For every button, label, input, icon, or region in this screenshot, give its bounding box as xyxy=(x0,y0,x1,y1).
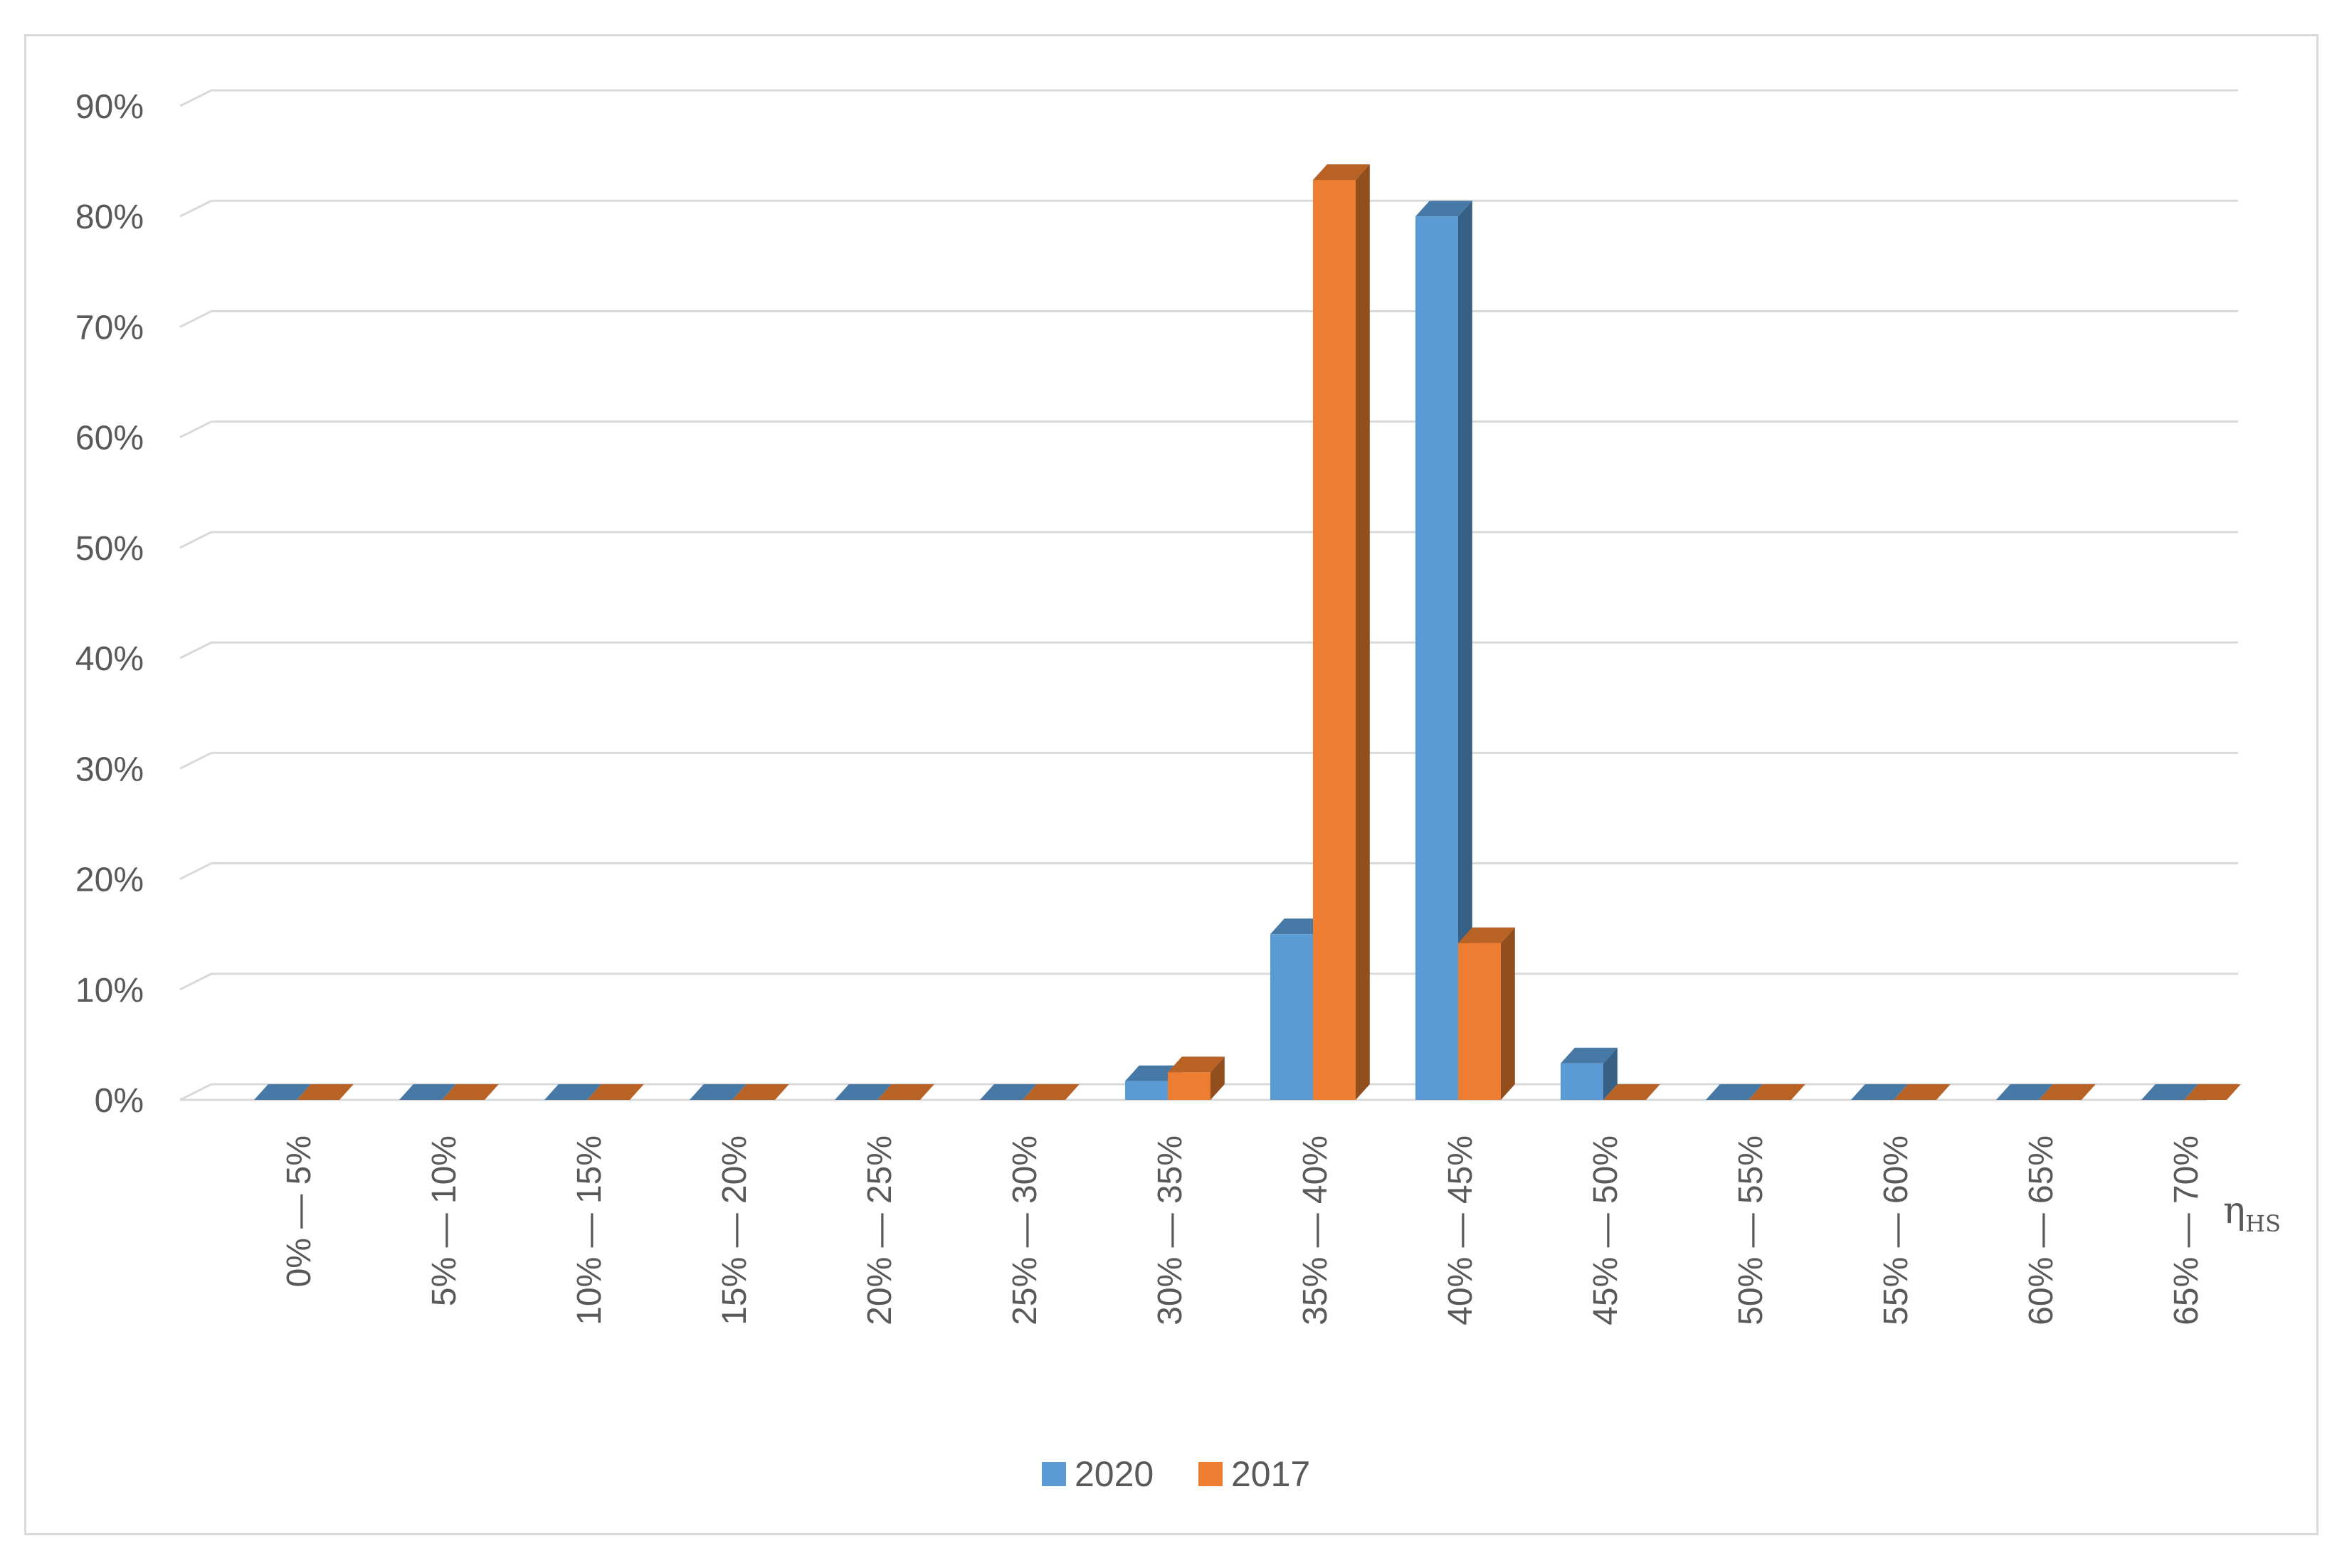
bar-2017-11 xyxy=(1894,1084,1951,1100)
gridline-depth xyxy=(179,310,212,328)
x-tick-label: 25% — 30% xyxy=(1006,1135,1044,1325)
y-tick-label: 20% xyxy=(75,862,144,899)
x-tick-label: 65% — 70% xyxy=(2168,1135,2205,1325)
bar-2017-12 xyxy=(2039,1084,2096,1100)
bar-2017-1 xyxy=(442,1084,499,1100)
bar-2017-5 xyxy=(1023,1084,1080,1100)
x-axis-ticks: 0% — 5% 5% — 10% 10% — 15% 15% — 20% 20% — 2… xyxy=(280,1135,2205,1325)
x-tick-label: 50% — 55% xyxy=(1732,1135,1770,1325)
chart-plot: 0% 10% 20% 30% 40% 50% 60% 70% 80% 90% 0% — 5% 5% … xyxy=(75,88,2281,1494)
gridline-depth xyxy=(179,862,212,880)
y-tick-label: 40% xyxy=(75,640,144,678)
bar-2020-10 xyxy=(1706,1084,1763,1100)
y-tick-label: 50% xyxy=(75,530,144,568)
x-tick-label: 15% — 20% xyxy=(716,1135,754,1325)
legend-label: 2020 xyxy=(1075,1454,1154,1494)
x-tick-label: 0% — 5% xyxy=(280,1135,318,1287)
gridline-depth xyxy=(179,199,212,218)
x-axis-title-main: η xyxy=(2223,1190,2245,1232)
gridline-depth xyxy=(179,89,212,107)
gridlines xyxy=(179,89,2238,1101)
gridline-depth xyxy=(179,531,212,549)
bar-2020-9 xyxy=(1561,1047,1618,1100)
bar-2020-4 xyxy=(835,1084,892,1100)
bar-2017-13 xyxy=(2184,1084,2241,1100)
gridline-depth xyxy=(179,420,212,439)
bar-2017-9 xyxy=(1603,1084,1660,1100)
bar-2020-1 xyxy=(399,1084,456,1100)
gridline-depth xyxy=(179,751,212,770)
bar-2017-7 xyxy=(1313,164,1370,1100)
y-tick-label: 80% xyxy=(75,198,144,236)
x-tick-label: 55% — 60% xyxy=(1877,1135,1915,1325)
chart-frame: 0% 10% 20% 30% 40% 50% 60% 70% 80% 90% 0% — 5% 5% … xyxy=(24,34,2319,1535)
x-tick-label: 20% — 25% xyxy=(861,1135,899,1325)
bars xyxy=(254,164,2241,1101)
bar-2020-3 xyxy=(690,1084,747,1100)
y-tick-label: 70% xyxy=(75,309,144,346)
gridline-depth xyxy=(179,1083,212,1101)
x-tick-label: 40% — 45% xyxy=(1442,1135,1479,1325)
bar-2017-4 xyxy=(877,1084,934,1100)
x-tick-label: 30% — 35% xyxy=(1151,1135,1189,1325)
x-tick-label: 45% — 50% xyxy=(1587,1135,1625,1325)
y-tick-label: 10% xyxy=(75,972,144,1010)
bar-2017-6 xyxy=(1168,1056,1225,1100)
gridline-depth xyxy=(179,973,212,991)
y-axis-ticks: 0% 10% 20% 30% 40% 50% 60% 70% 80% 90% xyxy=(75,88,144,1120)
bar-2020-12 xyxy=(1996,1084,2053,1100)
legend: 2020 2017 xyxy=(1042,1454,1310,1494)
legend-swatch xyxy=(1042,1462,1066,1486)
bar-2020-5 xyxy=(980,1084,1037,1100)
bar-2017-0 xyxy=(297,1084,354,1100)
bar-2020-13 xyxy=(2141,1084,2198,1100)
legend-label: 2017 xyxy=(1231,1454,1310,1494)
x-tick-label: 5% — 10% xyxy=(426,1135,463,1306)
bar-2017-10 xyxy=(1748,1084,1805,1100)
x-axis-title: ηHS xyxy=(2223,1190,2281,1237)
x-tick-label: 35% — 40% xyxy=(1297,1135,1334,1325)
bar-2017-3 xyxy=(732,1084,789,1100)
bar-2017-2 xyxy=(587,1084,644,1100)
x-tick-label: 10% — 15% xyxy=(571,1135,608,1325)
bar-2020-0 xyxy=(254,1084,311,1100)
legend-swatch xyxy=(1198,1462,1223,1486)
bar-2020-11 xyxy=(1851,1084,1908,1100)
y-tick-label: 0% xyxy=(95,1082,144,1120)
legend-item-2017: 2017 xyxy=(1198,1454,1310,1494)
bar-2020-2 xyxy=(544,1084,601,1100)
y-tick-label: 90% xyxy=(75,88,144,126)
y-tick-label: 30% xyxy=(75,751,144,788)
x-tick-label: 60% — 65% xyxy=(2022,1135,2060,1325)
legend-item-2020: 2020 xyxy=(1042,1454,1154,1494)
gridline-depth xyxy=(179,641,212,659)
x-axis-title-subscript: HS xyxy=(2245,1210,2281,1237)
bar-2020-8 xyxy=(1415,201,1472,1101)
y-tick-label: 60% xyxy=(75,420,144,457)
bar-2017-8 xyxy=(1458,927,1515,1100)
